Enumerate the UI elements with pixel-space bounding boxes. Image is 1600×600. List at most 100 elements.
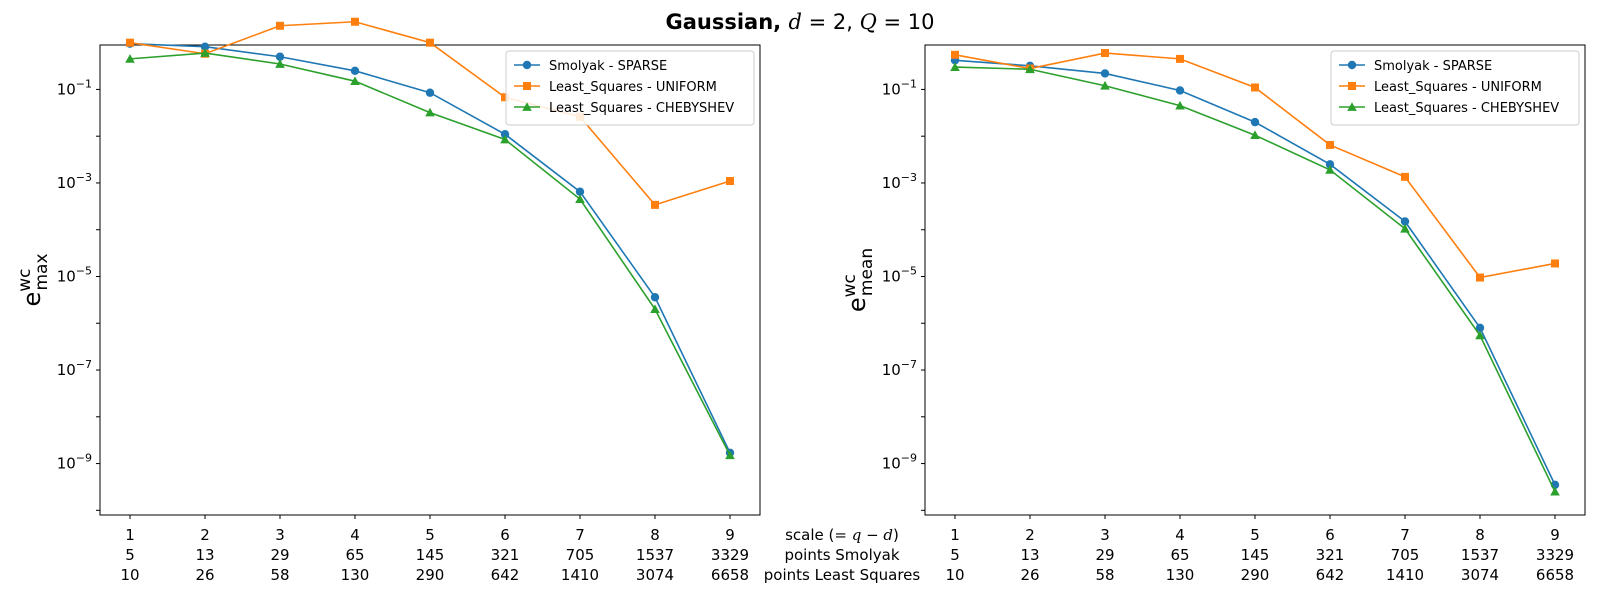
data-point [650, 293, 660, 302]
x-tick-label-scale: 5 [1250, 526, 1260, 544]
data-point [200, 48, 210, 57]
legend-label: Least_Squares - UNIFORM [549, 80, 717, 95]
y-tick-label: 10−1 [882, 77, 917, 98]
x-tick-label-points-ls: 3074 [636, 566, 674, 584]
x-row-labels: scale (= q − d) points Smolyak points Leas… [764, 526, 921, 584]
x-tick-label-scale: 6 [500, 526, 510, 544]
data-point [350, 66, 360, 76]
x-tick-label-points-ls: 130 [1166, 566, 1195, 584]
data-point [1400, 217, 1410, 226]
x-tick-label-points-ls: 10 [945, 566, 964, 584]
x-tick-label-points-ls: 6658 [1536, 566, 1574, 584]
data-point [1476, 273, 1484, 282]
data-point [126, 38, 134, 47]
title-part-1: d [788, 10, 801, 34]
x-tick-label-points-ls: 10 [120, 566, 139, 584]
data-point [650, 304, 660, 314]
y-tick-label: 10−3 [882, 171, 917, 192]
y-tick-label: 10−9 [57, 452, 92, 473]
data-point [1325, 165, 1335, 174]
data-point [351, 17, 359, 26]
x-tick-label-points-ls: 58 [270, 566, 289, 584]
y-tick-label: 10−5 [57, 264, 92, 285]
x-tick-label-scale: 2 [1025, 526, 1035, 544]
x-tick-label-points-smolyak: 5 [950, 546, 960, 564]
x-tick-label-scale: 3 [1100, 526, 1110, 544]
x-tick-label-points-smolyak: 321 [1316, 546, 1345, 564]
x-tick-label-points-smolyak: 65 [345, 546, 364, 564]
x-tick-label-points-smolyak: 5 [125, 546, 135, 564]
x-tick-label-scale: 9 [1550, 526, 1560, 544]
data-point [1025, 64, 1035, 74]
x-tick-label-points-ls: 290 [1241, 566, 1270, 584]
x-tick-label-points-smolyak: 3329 [711, 546, 749, 564]
x-tick-label-points-ls: 290 [416, 566, 445, 584]
data-point [425, 88, 435, 97]
data-point [575, 187, 585, 196]
x-tick-label-points-ls: 26 [195, 566, 214, 584]
legend-box [1330, 50, 1580, 126]
data-point [1175, 100, 1185, 110]
data-point [500, 134, 510, 144]
x-tick-label-points-ls: 3074 [1461, 566, 1499, 584]
x-tick-label-points-smolyak: 29 [270, 546, 289, 564]
x-tick-label-points-smolyak: 13 [1020, 546, 1039, 564]
x-row-label-scale: scale (= q − d) [785, 526, 899, 544]
data-point [1401, 172, 1409, 181]
y-axis-label: ewcmean [840, 248, 877, 312]
data-point [726, 177, 734, 186]
x-tick-label-scale: 8 [1475, 526, 1485, 544]
y-tick-label: 10−5 [882, 264, 917, 285]
y-axis-label: ewcmax [15, 253, 52, 306]
legend-item: Smolyak - SPARSE [514, 59, 667, 74]
x-tick-label-scale: 5 [425, 526, 435, 544]
legend-item: Least_Squares - CHEBYSHEV [1339, 101, 1559, 116]
x-tick-label-scale: 7 [1400, 526, 1410, 544]
data-point [1475, 330, 1485, 340]
legend-label: Smolyak - SPARSE [1374, 59, 1492, 74]
data-point [1550, 486, 1560, 496]
data-point [501, 93, 509, 102]
legend-marker [522, 102, 532, 111]
title-part-0: Gaussian, [666, 10, 789, 34]
data-point [950, 62, 960, 71]
legend-item: Least_Squares - UNIFORM [514, 80, 717, 95]
x-tick-label-points-ls: 642 [1316, 566, 1345, 584]
data-point [275, 52, 285, 61]
x-tick-label-points-smolyak: 29 [1095, 546, 1114, 564]
data-point [1551, 259, 1559, 268]
x-row-label-points-least-squares: points Least Squares [764, 566, 921, 584]
x-tick-label-scale: 7 [575, 526, 585, 544]
y-tick-label: 10−1 [57, 77, 92, 98]
data-point [1400, 223, 1410, 233]
data-point [725, 450, 735, 460]
x-tick-label-scale: 8 [650, 526, 660, 544]
data-point [1101, 49, 1109, 58]
data-point [575, 194, 585, 204]
x-tick-label-points-smolyak: 321 [491, 546, 520, 564]
x-tick-label-scale: 6 [1325, 526, 1335, 544]
legend-marker [1348, 82, 1356, 90]
legend-item: Smolyak - SPARSE [1339, 59, 1492, 74]
legend: Smolyak - SPARSE Least_Squares - UNIFORM L… [505, 50, 755, 126]
x-tick-label-scale: 1 [125, 526, 135, 544]
series-ls-chebyshev [950, 62, 1560, 496]
y-tick-label: 10−3 [57, 171, 92, 192]
x-tick-label-points-ls: 26 [1020, 566, 1039, 584]
x-tick-label-scale: 1 [950, 526, 960, 544]
x-tick-label-points-smolyak: 705 [1391, 546, 1420, 564]
x-tick-label-points-smolyak: 145 [1241, 546, 1270, 564]
data-point [1250, 130, 1260, 140]
x-tick-label-scale: 9 [725, 526, 735, 544]
data-point [1100, 80, 1110, 90]
x-tick-label-scale: 4 [1175, 526, 1185, 544]
series-ls-chebyshev [125, 48, 735, 460]
legend-box [505, 50, 755, 126]
title-part-3: Q [860, 10, 877, 34]
data-point [1100, 69, 1110, 78]
data-point [1326, 140, 1334, 149]
data-point [276, 21, 284, 30]
y-tick-label: 10−9 [882, 452, 917, 473]
